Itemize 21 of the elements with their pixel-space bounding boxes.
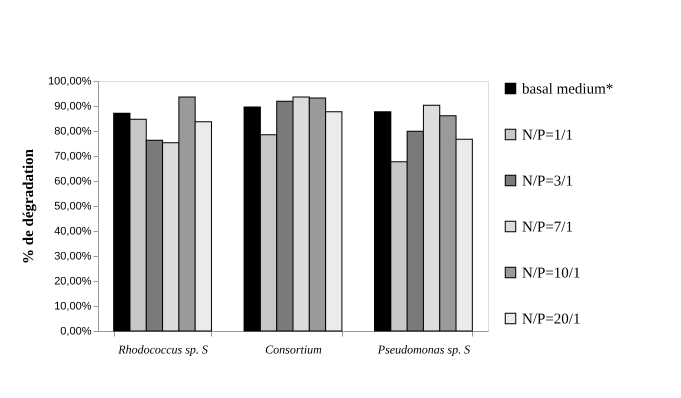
legend-label: N/P=3/1 <box>522 174 573 190</box>
y-tick-label: 0,00% <box>60 326 92 338</box>
x-tick-label: Consortium <box>265 342 322 356</box>
y-tick-label: 30,00% <box>54 250 92 262</box>
y-tick-label: 40,00% <box>54 226 92 238</box>
legend-label: basal medium* <box>522 82 614 98</box>
x-tick-label: Rhodococcus sp. S <box>117 342 208 356</box>
y-tick-label: 50,00% <box>54 200 92 212</box>
legend-label: N/P=1/1 <box>522 128 573 144</box>
legend-label: N/P=20/1 <box>522 312 580 328</box>
y-tick-label: 80,00% <box>54 126 92 138</box>
y-tick-label: 60,00% <box>54 176 92 188</box>
x-tick-label: Pseudomonas sp. S <box>376 342 470 356</box>
y-tick-label: 70,00% <box>54 150 92 162</box>
y-tick-label: 100,00% <box>48 76 92 88</box>
y-axis-title: % de dégradation <box>21 148 38 264</box>
legend-label: N/P=10/1 <box>522 266 580 282</box>
legend-label: N/P=7/1 <box>522 220 573 236</box>
y-tick-label: 10,00% <box>54 300 92 312</box>
y-tick-label: 20,00% <box>54 276 92 288</box>
y-tick-label: 90,00% <box>54 100 92 112</box>
